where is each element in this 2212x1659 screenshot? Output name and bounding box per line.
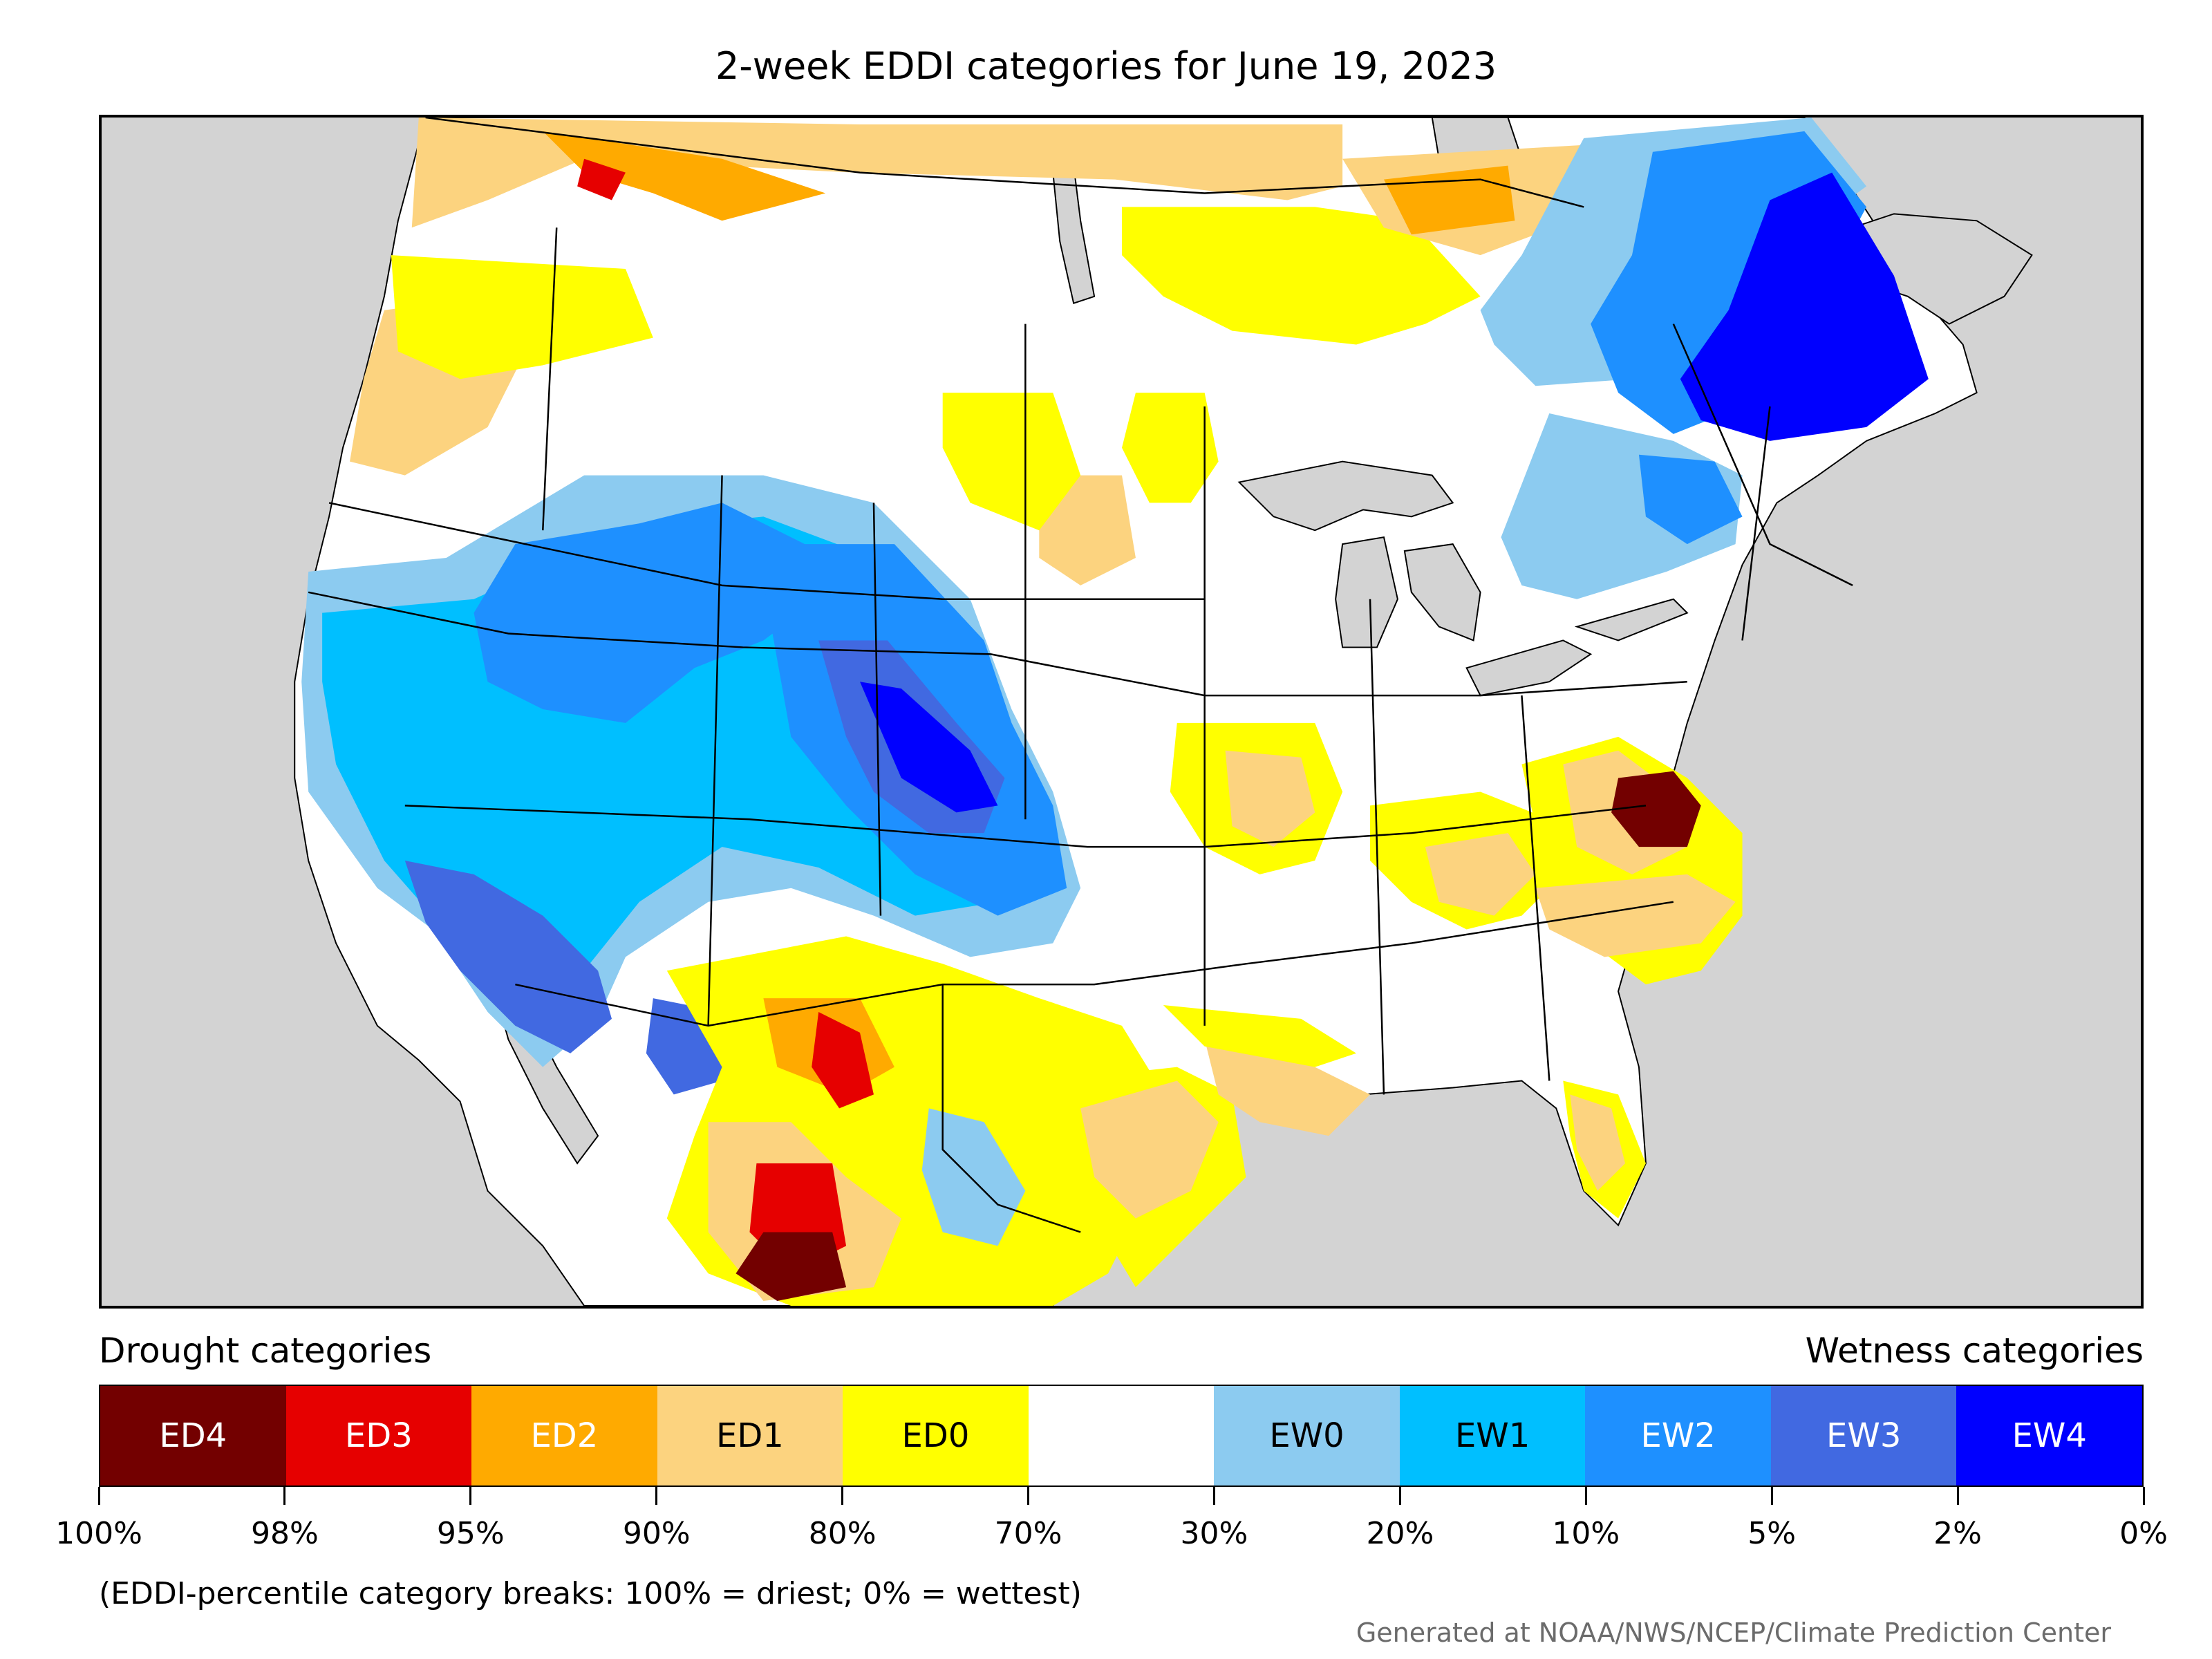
- colorbar-tick: [1770, 1487, 1773, 1505]
- great-lakes: [1237, 460, 1689, 697]
- colorbar-cell-ew0: EW0: [1214, 1386, 1400, 1485]
- credit-line: Generated at NOAA/NWS/NCEP/Climate Predi…: [1356, 1618, 2111, 1648]
- colorbar-cell-ew2: EW2: [1585, 1386, 1771, 1485]
- colorbar-tick: [2142, 1487, 2145, 1505]
- colorbar-tick-label: 98%: [251, 1516, 319, 1551]
- colorbar-ticks: [97, 1487, 2145, 1508]
- map-panel: [99, 115, 2144, 1309]
- drought-categories-caption: Drought categories: [99, 1331, 432, 1371]
- colorbar-tick-label: 80%: [808, 1516, 877, 1551]
- colorbar-tick: [469, 1487, 472, 1505]
- colorbar-cell-normal: [1028, 1386, 1215, 1485]
- colorbar-tick: [1956, 1487, 1959, 1505]
- colorbar-tick-label: 70%: [994, 1516, 1062, 1551]
- colorbar-cell-ed3: ED3: [285, 1386, 472, 1485]
- category-colorbar: ED4 ED3 ED2 ED1 ED0 EW0 EW1 EW2 EW3 EW4: [99, 1385, 2144, 1487]
- eddi-map: [294, 118, 2033, 1306]
- eddi-category-shading: [301, 118, 1929, 1306]
- colorbar-tick: [655, 1487, 658, 1505]
- colorbar-tick-label: 95%: [436, 1516, 505, 1551]
- colorbar-tick-label: 100%: [55, 1516, 142, 1551]
- colorbar-tick: [283, 1487, 286, 1505]
- state-borders: [308, 118, 1853, 1233]
- colorbar-tick-label: 20%: [1366, 1516, 1434, 1551]
- colorbar-cell-ew4: EW4: [1956, 1386, 2143, 1485]
- colorbar-tick: [1212, 1487, 1215, 1505]
- colorbar-tick: [1398, 1487, 1401, 1505]
- colorbar-cell-ew3: EW3: [1770, 1386, 1957, 1485]
- category-breaks-note: (EDDI-percentile category breaks: 100% =…: [99, 1576, 1082, 1611]
- colorbar-tick: [1584, 1487, 1587, 1505]
- colorbar-cell-ed2: ED2: [471, 1386, 657, 1485]
- colorbar-cell-ed4: ED4: [100, 1386, 286, 1485]
- colorbar-tick-label: 30%: [1180, 1516, 1248, 1551]
- colorbar-tick-label: 0%: [2119, 1516, 2168, 1551]
- colorbar-tick-label: 90%: [622, 1516, 691, 1551]
- colorbar-tick-label: 10%: [1552, 1516, 1620, 1551]
- colorbar-tick: [841, 1487, 844, 1505]
- colorbar-cell-ed1: ED1: [657, 1386, 843, 1485]
- wetness-categories-caption: Wetness categories: [1805, 1331, 2144, 1371]
- colorbar-tick-label: 5%: [1747, 1516, 1797, 1551]
- map-title: 2-week EDDI categories for June 19, 2023: [715, 44, 1497, 88]
- colorbar-cell-ew1: EW1: [1399, 1386, 1586, 1485]
- colorbar-tick: [1027, 1487, 1030, 1505]
- colorbar-tick-label: 2%: [1933, 1516, 1982, 1551]
- colorbar-cell-ed0: ED0: [843, 1386, 1029, 1485]
- colorbar-tick: [97, 1487, 100, 1505]
